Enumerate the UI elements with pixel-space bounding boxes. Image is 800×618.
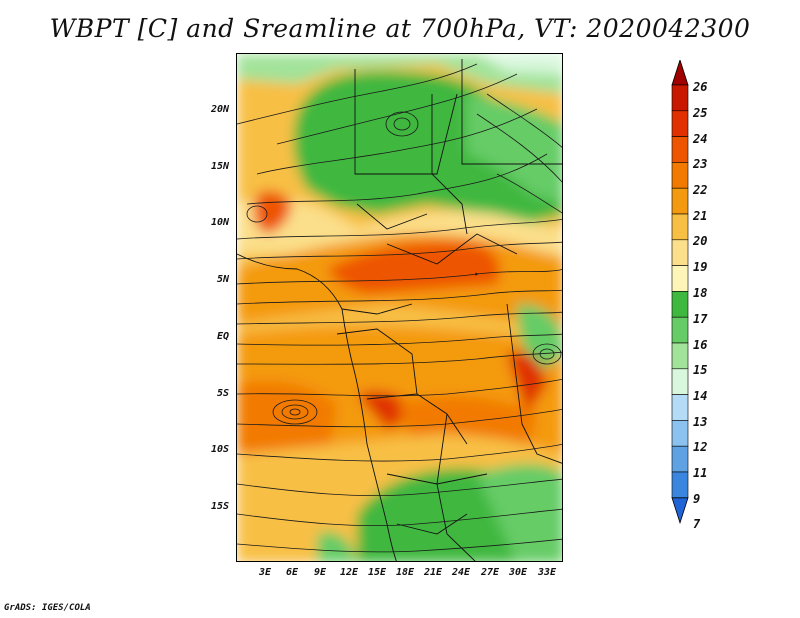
lon-label-18e: 18E (395, 567, 415, 578)
lon-label-33e: 33E (537, 567, 557, 578)
colorbar-label-25: 25 (693, 106, 708, 120)
colorbar-cell (671, 162, 689, 189)
wbpt-shading (237, 54, 562, 561)
colorbar-cell (671, 420, 689, 447)
colorbar-cell (671, 445, 689, 473)
colorbar-label-21: 21 (693, 209, 708, 223)
colorbar-cell (671, 84, 689, 112)
lat-label-5n: 5N (216, 274, 229, 285)
lon-label-27e: 27E (480, 567, 500, 578)
colorbar-label-19: 19 (693, 260, 708, 274)
lon-label-9e: 9E (313, 567, 327, 578)
colorbar-label-7: 7 (693, 517, 701, 531)
colorbar-label-15: 15 (693, 363, 708, 377)
colorbar (671, 60, 689, 525)
lon-label-6e: 6E (285, 567, 299, 578)
colorbar-label-18: 18 (693, 286, 708, 300)
colorbar-cell (671, 136, 689, 163)
colorbar-label-14: 14 (693, 389, 708, 403)
map-panel (236, 53, 563, 562)
colorbar-cell (671, 291, 689, 318)
colorbar-cell (671, 110, 689, 137)
colorbar-label-22: 22 (693, 183, 708, 197)
chart-title: WBPT [C] and Sreamline at 700hPa, VT: 20… (49, 14, 751, 43)
colorbar-cell (671, 265, 689, 292)
colorbar-cell (671, 471, 689, 499)
colorbar-label-26: 26 (693, 80, 708, 94)
colorbar-label-11: 11 (693, 466, 708, 480)
colorbar-cell (671, 213, 689, 241)
colorbar-label-16: 16 (693, 338, 708, 352)
colorbar-label-12: 12 (693, 440, 708, 454)
colorbar-label-24: 24 (693, 132, 708, 146)
streamlines (237, 63, 562, 553)
lat-label-15s: 15S (210, 501, 229, 512)
colorbar-bottom-arrow (671, 497, 689, 525)
lon-label-24e: 24E (451, 567, 471, 578)
lat-label-10n: 10N (210, 217, 229, 228)
colorbar-top-arrow (671, 60, 689, 86)
map-canvas (237, 54, 562, 561)
lon-label-15e: 15E (367, 567, 387, 578)
lon-label-12e: 12E (339, 567, 359, 578)
colorbar-cell (671, 187, 689, 215)
grads-credit: GrADS: IGES/COLA (4, 603, 91, 613)
lon-label-30e: 30E (508, 567, 528, 578)
lon-label-21e: 21E (423, 567, 443, 578)
colorbar-label-20: 20 (693, 234, 708, 248)
colorbar-label-17: 17 (693, 312, 708, 326)
colorbar-label-13: 13 (693, 415, 708, 429)
colorbar-cell (671, 368, 689, 395)
colorbar-cell (671, 394, 689, 421)
lat-label-15n: 15N (210, 161, 229, 172)
colorbar-cell (671, 342, 689, 370)
colorbar-label-9: 9 (693, 492, 701, 506)
lat-label-5s: 5S (216, 388, 229, 399)
lon-label-3e: 3E (258, 567, 272, 578)
lat-label-eq: EQ (216, 331, 229, 342)
colorbar-cell (671, 316, 689, 344)
colorbar-cell (671, 239, 689, 266)
lat-label-20n: 20N (210, 104, 229, 115)
colorbar-label-23: 23 (693, 157, 708, 171)
lat-label-10s: 10S (210, 444, 229, 455)
